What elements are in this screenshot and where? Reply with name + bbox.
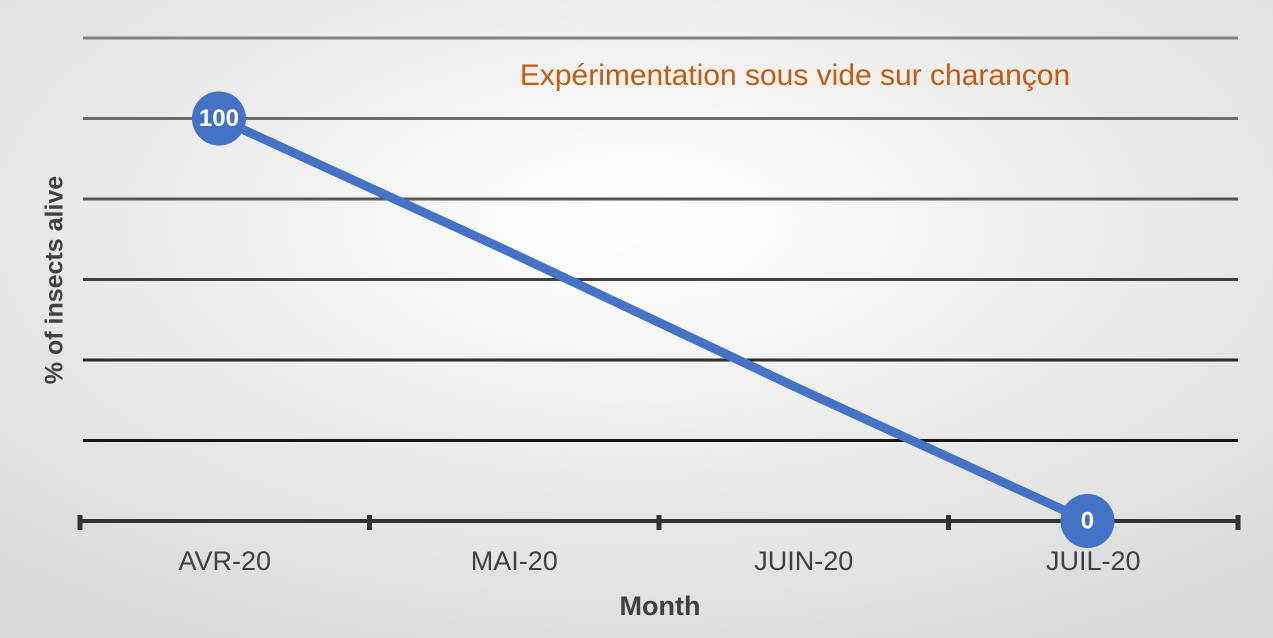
y-axis-title: % of insects alive bbox=[41, 176, 69, 385]
x-tick-label: MAI-20 bbox=[471, 546, 558, 576]
data-point bbox=[1060, 494, 1115, 548]
x-tick-label: AVR-20 bbox=[178, 546, 271, 576]
data-label: 100 bbox=[199, 105, 239, 132]
x-tick-label: JUIN-20 bbox=[754, 546, 853, 576]
chart-title: Expérimentation sous vide sur charançon bbox=[520, 59, 1070, 92]
data-line bbox=[214, 114, 1092, 526]
data-point bbox=[191, 91, 246, 146]
x-tick-label: JUIL-20 bbox=[1046, 546, 1141, 576]
x-axis-title: Month bbox=[620, 591, 701, 621]
data-label: 0 bbox=[1081, 507, 1094, 534]
